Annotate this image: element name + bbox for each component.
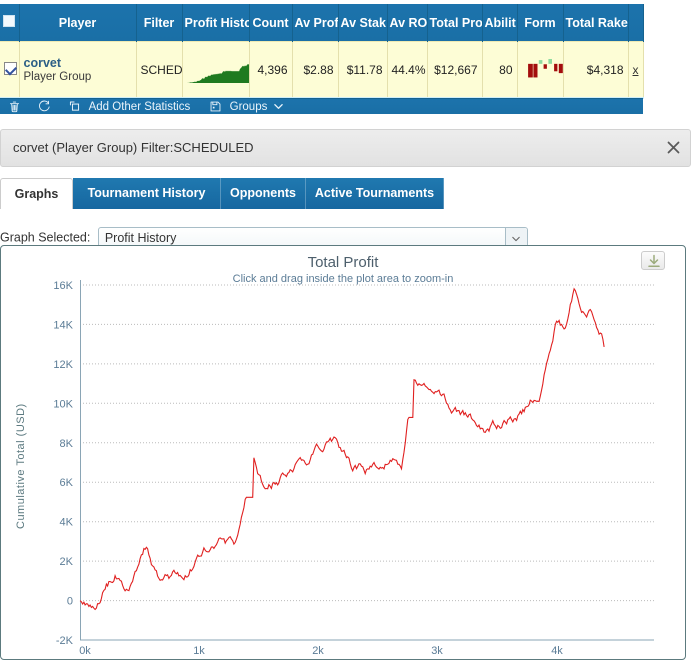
svg-text:4K: 4K [60, 517, 74, 529]
svg-text:6K: 6K [60, 477, 74, 489]
svg-text:12K: 12K [53, 359, 73, 371]
svg-text:14K: 14K [53, 319, 73, 331]
svg-text:0k: 0k [79, 645, 91, 657]
svg-text:0: 0 [67, 596, 73, 608]
svg-text:4k: 4k [551, 645, 563, 657]
svg-text:1k: 1k [193, 645, 205, 657]
svg-text:16K: 16K [53, 280, 73, 292]
svg-text:2K: 2K [60, 556, 74, 568]
svg-text:8K: 8K [60, 438, 74, 450]
svg-text:10K: 10K [53, 398, 73, 410]
svg-text:-2K: -2K [56, 635, 74, 647]
svg-text:3k: 3k [431, 645, 443, 657]
svg-text:2k: 2k [312, 645, 324, 657]
